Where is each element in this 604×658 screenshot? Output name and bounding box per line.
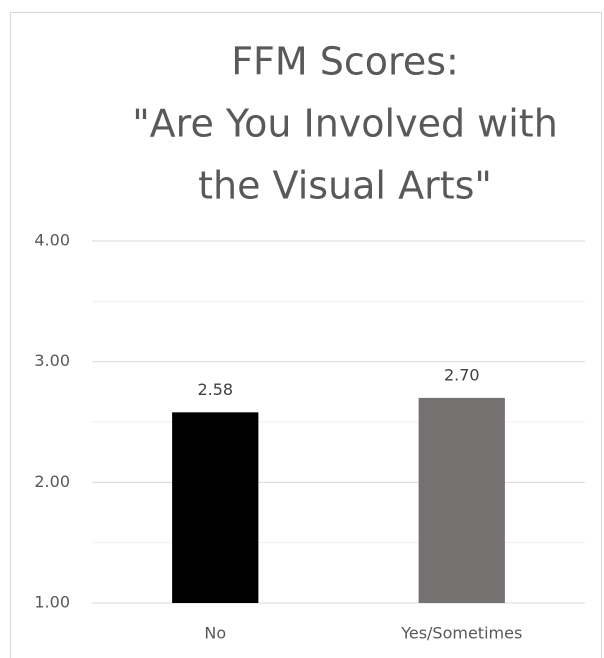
bar (172, 412, 259, 603)
x-tick-label: No (204, 624, 226, 643)
chart-title: FFM Scores: (231, 40, 459, 84)
value-label: 2.70 (444, 365, 480, 384)
y-tick-label: 2.00 (34, 472, 70, 491)
bar (418, 397, 505, 603)
chart-title: "Are You Involved with (132, 102, 558, 146)
chart-title: the Visual Arts" (198, 164, 492, 208)
y-tick-label: 1.00 (34, 593, 70, 612)
value-label: 2.58 (197, 380, 233, 399)
x-tick-label: Yes/Sometimes (400, 624, 522, 643)
y-tick-label: 3.00 (34, 351, 70, 370)
y-tick-label: 4.00 (34, 231, 70, 250)
